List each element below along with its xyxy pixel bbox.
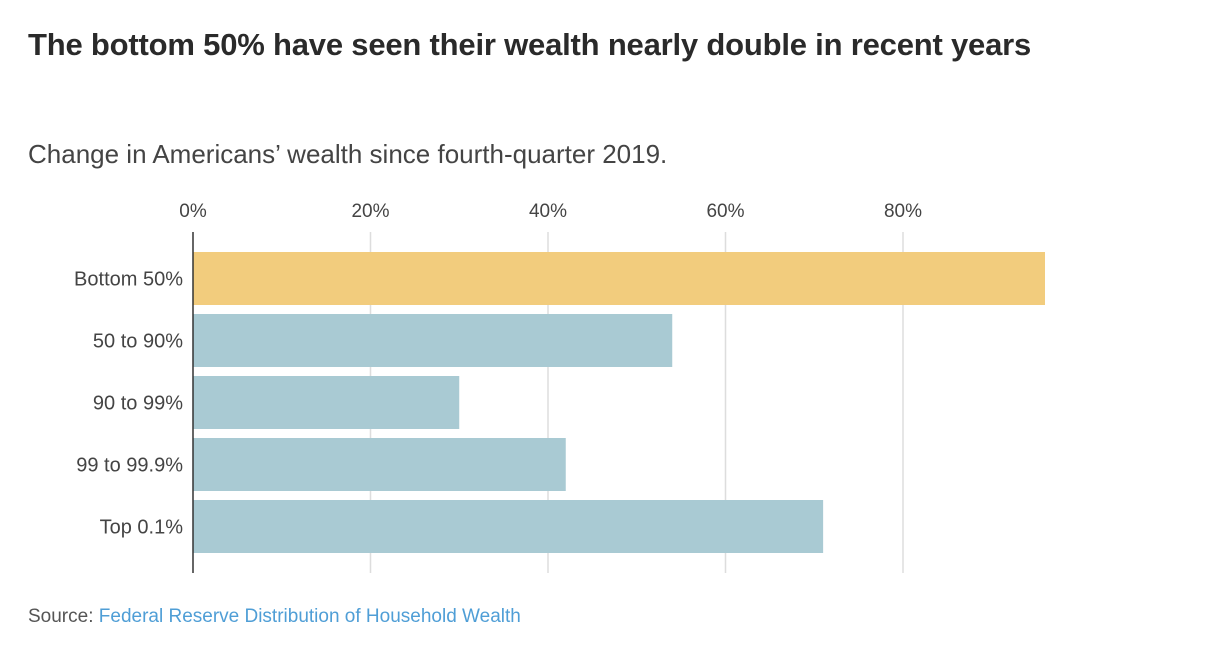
bar (193, 314, 673, 367)
bar (193, 500, 824, 553)
x-tick-label: 60% (706, 201, 744, 222)
category-label: 50 to 90% (93, 331, 183, 353)
category-label: Top 0.1% (100, 517, 184, 539)
x-tick-label: 20% (351, 201, 389, 222)
x-tick-labels: 0% 20% 40% 60% 80% (179, 201, 922, 222)
source-note: Source: Federal Reserve Distribution of … (28, 606, 521, 628)
x-tick-label: 40% (529, 201, 567, 222)
category-labels: Bottom 50% 50 to 90% 90 to 99% 99 to 99.9% T… (74, 269, 183, 539)
chart-title: The bottom 50% have seen their wealth ne… (28, 27, 1032, 62)
bar (193, 376, 460, 429)
category-label: Bottom 50% (74, 269, 183, 291)
source-label: Source: (28, 606, 94, 627)
source-link[interactable]: Federal Reserve Distribution of Househol… (98, 606, 521, 627)
bar (193, 252, 1045, 305)
chart-subtitle: Change in Americans’ wealth since fourth… (28, 139, 668, 169)
bars (193, 252, 1045, 553)
x-tick-label: 0% (179, 201, 207, 222)
category-label: 99 to 99.9% (76, 455, 183, 477)
x-tick-label: 80% (884, 201, 922, 222)
category-label: 90 to 99% (93, 393, 183, 415)
bar (193, 438, 566, 491)
